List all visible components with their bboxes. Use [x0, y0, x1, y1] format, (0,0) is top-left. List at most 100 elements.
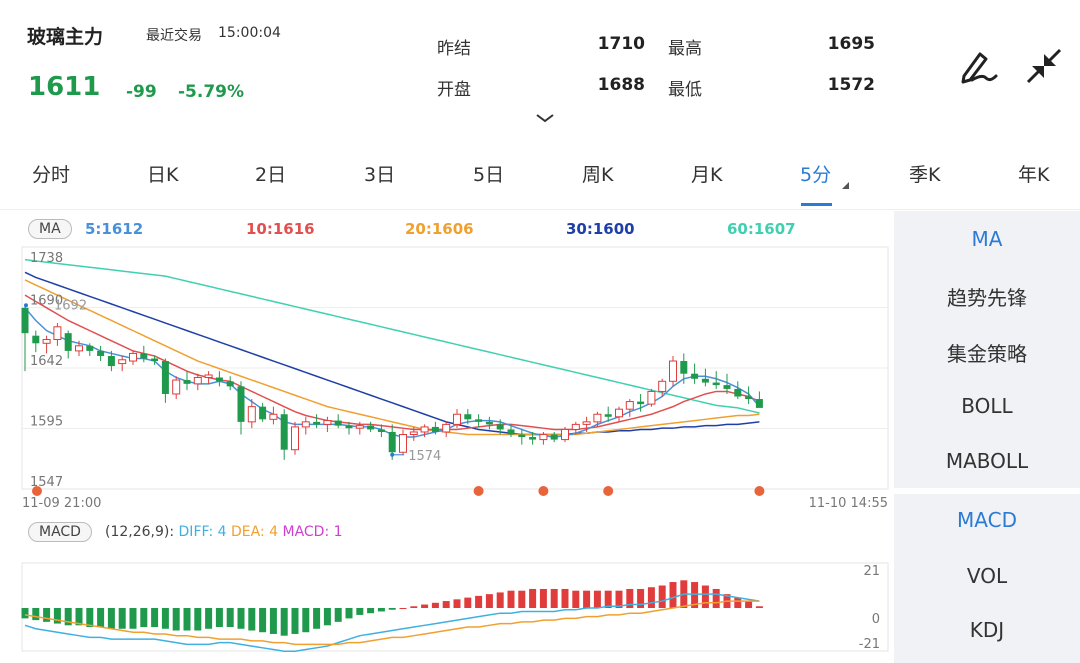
diff-line	[24, 593, 760, 653]
x-end-label: 11-10 14:55	[809, 496, 888, 511]
tab-3day[interactable]: 3日	[364, 164, 396, 186]
macd-bar	[615, 590, 623, 608]
candle-body	[420, 426, 429, 433]
tab-monthly[interactable]: 月K	[691, 164, 723, 186]
chart-area[interactable]: MA 5:1612 10:1616 20:1606 30:1600 60:160…	[0, 211, 894, 663]
macd-bar	[561, 588, 569, 608]
tab-daily[interactable]: 日K	[147, 164, 179, 186]
macd-diff-value: DIFF: 4	[178, 524, 227, 540]
recent-trade-label: 最近交易	[146, 28, 202, 44]
low-marker-label: 1574	[408, 449, 441, 464]
candle-body	[226, 381, 234, 387]
macd-bar	[529, 588, 537, 608]
contract-title: 玻璃主力	[27, 26, 104, 48]
macd-bar	[647, 587, 655, 608]
macd-legend: (12,26,9): DIFF: 4 DEA: 4 MACD: 1	[105, 524, 343, 540]
candle-body	[86, 345, 94, 351]
tab-5min[interactable]: 5分	[800, 164, 832, 186]
sub-indicator-group: MACD VOL KDJ	[894, 494, 1080, 663]
macd-bar	[518, 590, 526, 608]
macd-bar	[118, 608, 126, 629]
macd-bar	[269, 608, 277, 634]
tab-dropdown-triangle-icon[interactable]	[842, 182, 849, 189]
macd-y-tick-label: 21	[863, 564, 880, 579]
tab-quarterly[interactable]: 季K	[909, 164, 941, 186]
macd-bar	[658, 585, 666, 608]
candle-body	[475, 419, 483, 422]
candle-body	[64, 333, 72, 351]
candle-body	[215, 377, 223, 382]
candle-body	[755, 399, 763, 408]
candle-body	[377, 429, 385, 432]
side-item-trend-pioneer[interactable]: 趋势先锋	[947, 286, 1027, 310]
candle-body	[669, 360, 677, 382]
candle-body	[107, 355, 115, 367]
expand-chevron-icon[interactable]	[535, 112, 555, 124]
draw-pen-icon[interactable]	[958, 46, 1000, 86]
candle-body	[269, 413, 278, 420]
candle-body	[259, 406, 267, 420]
dea-line	[24, 600, 760, 646]
candle-body	[140, 353, 148, 359]
side-item-gold-strategy[interactable]: 集金策略	[947, 342, 1027, 366]
tab-yearly[interactable]: 年K	[1018, 164, 1050, 186]
macd-bar	[129, 608, 137, 629]
candle-body	[53, 326, 62, 340]
candle-body	[615, 408, 623, 418]
candle-body	[247, 406, 256, 423]
y-tick-label: 1738	[30, 251, 63, 266]
candle-body	[745, 396, 753, 400]
candle-body	[518, 434, 526, 438]
macd-macd-value: MACD: 1	[282, 524, 343, 540]
candle-body	[323, 420, 332, 425]
macd-bar	[280, 608, 288, 636]
candle-body	[42, 338, 51, 344]
stat-label-prev-settle: 昨结	[437, 39, 471, 59]
event-marker-dot	[538, 486, 549, 496]
candle-body	[701, 378, 709, 383]
side-item-macd[interactable]: MACD	[957, 508, 1017, 532]
macd-bar	[496, 592, 504, 608]
macd-bar	[161, 608, 169, 629]
ma-line-ma20	[24, 279, 760, 436]
candle-body	[637, 401, 645, 405]
macd-bar	[237, 608, 245, 629]
side-item-vol[interactable]: VOL	[966, 564, 1008, 588]
macd-bar	[453, 599, 461, 608]
macd-bar	[151, 608, 159, 628]
side-item-maboll[interactable]: MABOLL	[945, 449, 1029, 473]
side-item-ma[interactable]: MA	[971, 227, 1003, 251]
candle-body	[161, 361, 169, 394]
candle-body	[604, 414, 612, 417]
tab-weekly[interactable]: 周K	[582, 164, 614, 186]
candle-body	[301, 421, 310, 428]
stat-label-low: 最低	[668, 80, 702, 100]
macd-bar	[107, 608, 115, 629]
macd-bar	[248, 608, 256, 631]
macd-bar	[626, 588, 634, 608]
macd-bar	[32, 608, 40, 621]
candle-body	[313, 421, 321, 425]
tab-2day[interactable]: 2日	[255, 164, 287, 186]
collapse-icon[interactable]	[1024, 46, 1064, 86]
ma-line-ma10	[24, 294, 760, 431]
sub-indicator-pill[interactable]: MACD	[28, 522, 92, 542]
stat-value-prev-settle: 1710	[597, 34, 645, 54]
tab-5day[interactable]: 5日	[473, 164, 505, 186]
candle-body	[32, 335, 40, 344]
macd-params: (12,26,9):	[105, 524, 175, 540]
candle-body	[129, 352, 137, 362]
tab-intraday[interactable]: 分时	[32, 164, 71, 186]
side-item-boll[interactable]: BOLL	[961, 394, 1013, 418]
macd-bar	[593, 590, 601, 608]
macd-bar	[302, 608, 310, 633]
macd-bar	[86, 608, 94, 628]
side-item-kdj[interactable]: KDJ	[969, 618, 1005, 642]
candle-body	[388, 431, 396, 453]
macd-bar	[734, 597, 742, 608]
main-indicator-pill[interactable]: MA	[28, 219, 72, 239]
y-tick-label: 1595	[30, 415, 63, 430]
indicator-side-panel: MA 趋势先锋 集金策略 BOLL MABOLL MACD VOL KDJ	[894, 211, 1080, 663]
x-start-label: 11-09 21:00	[22, 496, 101, 511]
